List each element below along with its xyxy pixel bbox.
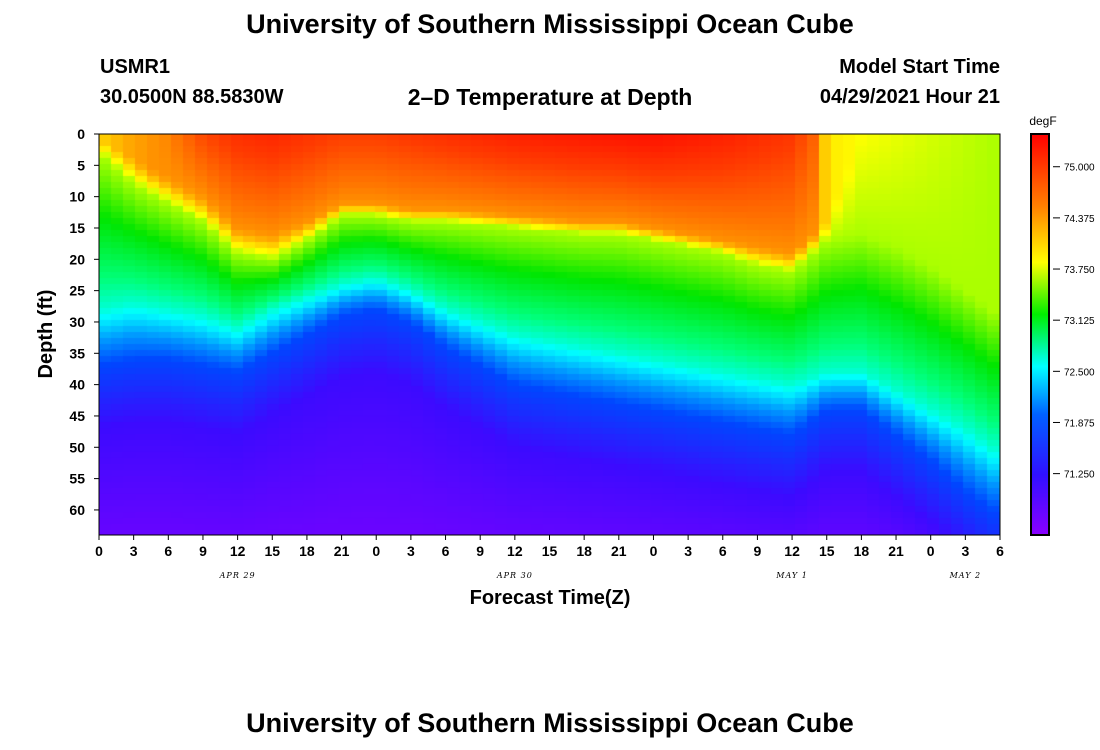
axes: 0 3 6 9 12 15 18 21 0 3 6 9 12 15 18 21 0 3 6 9 12 15 18 21 0 3 6 A… [35,126,1004,609]
y-tick-label: 20 [69,251,85,267]
colorbar-unit: degF [1029,114,1056,128]
date-label: APR 30 [496,571,533,580]
y-tick-label: 60 [69,502,85,518]
y-tick-label: 15 [69,220,85,236]
y-tick-label: 55 [69,471,85,487]
x-tick-label: 6 [996,543,1004,559]
x-tick-label: 18 [299,543,315,559]
x-tick-label: 9 [476,543,484,559]
x-tick-label: 0 [650,543,658,559]
date-label: MAY 1 [775,571,808,580]
y-tick-label: 35 [69,345,85,361]
x-tick-label: 12 [784,543,800,559]
x-tick-label: 6 [719,543,727,559]
x-tick-label: 21 [888,543,904,559]
x-tick-label: 15 [542,543,558,559]
y-tick-label: 0 [77,126,85,142]
y-tick-label: 50 [69,439,85,455]
x-tick-label: 9 [199,543,207,559]
colorbar-tick-label: 75.000 [1064,163,1095,174]
x-tick-label: 0 [927,543,935,559]
model-start-label: Model Start Time [839,56,1000,78]
colorbar-tick-label: 74.375 [1064,214,1095,225]
x-tick-label: 0 [95,543,103,559]
station-id: USMR1 [100,56,171,78]
colorbar-tick-label: 71.250 [1064,470,1095,481]
x-tick-label: 15 [264,543,280,559]
x-tick-label: 21 [611,543,627,559]
y-tick-label: 30 [69,314,85,330]
plot-title: 2–D Temperature at Depth [407,84,693,110]
x-tick-label: 9 [754,543,762,559]
x-tick-label: 12 [507,543,523,559]
date-label: APR 29 [219,571,256,580]
x-tick-label: 15 [819,543,835,559]
colorbar-gradient [1030,133,1050,536]
x-tick-label: 18 [854,543,870,559]
model-start-time: 04/29/2021 Hour 21 [819,86,1000,108]
y-tick-label: 5 [77,157,85,173]
colorbar-tick-label: 71.875 [1064,418,1095,429]
colorbar-tick-label: 72.500 [1064,367,1095,378]
y-tick-label: 45 [69,408,85,424]
x-tick-label: 21 [334,543,350,559]
y-tick-label: 40 [69,377,85,393]
colorbar-tick-label: 73.125 [1064,316,1095,327]
station-coordinates: 30.0500N 88.5830W [100,86,284,108]
figure-title: University of Southern Mississippi Ocean… [246,9,854,39]
y-tick-label: 10 [69,189,85,205]
x-tick-label: 0 [372,543,380,559]
x-tick-label: 18 [576,543,592,559]
x-tick-label: 3 [130,543,138,559]
footer-title: University of Southern Mississippi Ocean… [246,708,854,738]
x-tick-label: 3 [684,543,692,559]
date-label: MAY 2 [949,571,982,580]
y-tick-label: 25 [69,283,85,299]
y-axis-title: Depth (ft) [35,290,57,379]
x-tick-label: 3 [407,543,415,559]
x-tick-label: 6 [164,543,172,559]
colorbar-tick-label: 73.750 [1064,265,1095,276]
x-tick-label: 12 [230,543,246,559]
x-axis-title: Forecast Time(Z) [470,587,631,609]
heatmap-image [99,134,1000,535]
x-tick-label: 6 [442,543,450,559]
colorbar: degF 75.000 74.375 73.750 73.125 72.500 71.875… [1029,114,1095,536]
heatmap-cells [99,134,1000,535]
x-tick-label: 3 [961,543,969,559]
